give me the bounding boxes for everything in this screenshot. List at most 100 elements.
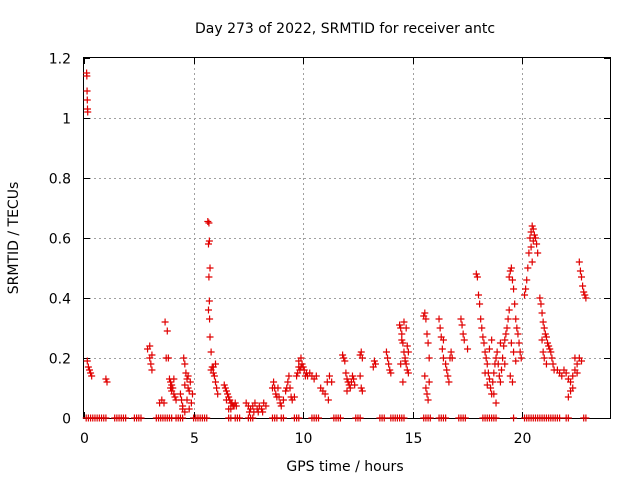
data-point — [528, 222, 536, 230]
data-point — [562, 369, 570, 377]
data-point — [262, 402, 270, 410]
data-point — [122, 414, 130, 422]
data-point — [179, 414, 187, 422]
x-axis-label: GPS time / hours — [286, 459, 403, 475]
data-point — [340, 354, 348, 362]
data-point — [324, 396, 332, 404]
data-point — [285, 372, 293, 380]
data-point — [540, 354, 548, 362]
data-point — [447, 348, 455, 356]
data-point — [575, 258, 583, 266]
data-point — [284, 378, 292, 386]
data-point — [146, 342, 154, 350]
data-point — [180, 354, 188, 362]
x-tick-label: 20 — [514, 431, 532, 447]
data-point — [544, 339, 552, 347]
data-point — [270, 378, 278, 386]
data-point — [578, 273, 586, 281]
data-point — [297, 354, 305, 362]
data-point — [400, 318, 408, 326]
data-point — [396, 321, 404, 329]
data-point — [164, 354, 172, 362]
data-point — [83, 72, 91, 80]
data-point — [272, 390, 280, 398]
data-point — [163, 327, 171, 335]
data-point — [400, 414, 408, 422]
data-point — [517, 354, 525, 362]
data-point — [489, 378, 497, 386]
data-point — [404, 348, 412, 356]
data-point — [295, 414, 303, 422]
data-point — [573, 369, 581, 377]
data-point — [502, 330, 510, 338]
y-tick-label: 1 — [62, 112, 71, 128]
data-point — [398, 336, 406, 344]
data-point — [83, 87, 91, 95]
data-point — [85, 366, 93, 374]
data-point — [481, 348, 489, 356]
data-point — [168, 381, 176, 389]
data-point — [533, 240, 541, 248]
data-point — [236, 414, 244, 422]
data-point — [464, 345, 472, 353]
data-point — [442, 414, 450, 422]
data-point — [258, 405, 266, 413]
data-point — [181, 360, 189, 368]
data-point — [207, 348, 215, 356]
data-point — [490, 369, 498, 377]
data-point — [206, 333, 214, 341]
data-point — [222, 396, 230, 404]
data-point — [578, 357, 586, 365]
data-point — [350, 375, 358, 383]
data-point — [222, 387, 230, 395]
data-point — [514, 330, 522, 338]
data-point — [496, 378, 504, 386]
data-point — [170, 375, 178, 383]
data-point — [521, 291, 529, 299]
data-point — [83, 357, 91, 365]
data-point — [545, 342, 553, 350]
ticks — [84, 58, 610, 419]
data-point — [556, 414, 564, 422]
data-point — [204, 306, 212, 314]
data-point — [185, 405, 193, 413]
data-point — [508, 378, 516, 386]
data-point — [357, 348, 365, 356]
x-tick-label: 5 — [190, 431, 199, 447]
data-point — [508, 276, 516, 284]
data-point — [384, 354, 392, 362]
data-point — [516, 348, 524, 356]
data-point — [424, 396, 432, 404]
data-point — [485, 345, 493, 353]
data-point — [567, 378, 575, 386]
data-point — [185, 387, 193, 395]
data-point — [357, 384, 365, 392]
data-point — [515, 339, 523, 347]
data-point — [503, 324, 511, 332]
data-point — [529, 237, 537, 245]
y-tick-label: 0.6 — [49, 232, 71, 248]
data-point — [171, 393, 179, 401]
data-point — [506, 372, 514, 380]
data-point — [472, 270, 480, 278]
data-point — [549, 360, 557, 368]
data-point — [548, 354, 556, 362]
data-point — [494, 360, 502, 368]
data-point — [84, 108, 92, 116]
data-point — [148, 351, 156, 359]
data-point — [167, 378, 175, 386]
data-point — [343, 375, 351, 383]
x-tick-label: 15 — [405, 431, 423, 447]
data-point — [328, 378, 336, 386]
data-point — [343, 387, 351, 395]
data-point — [184, 372, 192, 380]
data-point — [371, 360, 379, 368]
data-point — [356, 372, 364, 380]
data-point — [399, 339, 407, 347]
data-point — [507, 264, 515, 272]
data-point — [210, 372, 218, 380]
data-point — [274, 384, 282, 392]
data-point — [224, 390, 232, 398]
data-point — [421, 309, 429, 317]
data-point — [187, 399, 195, 407]
